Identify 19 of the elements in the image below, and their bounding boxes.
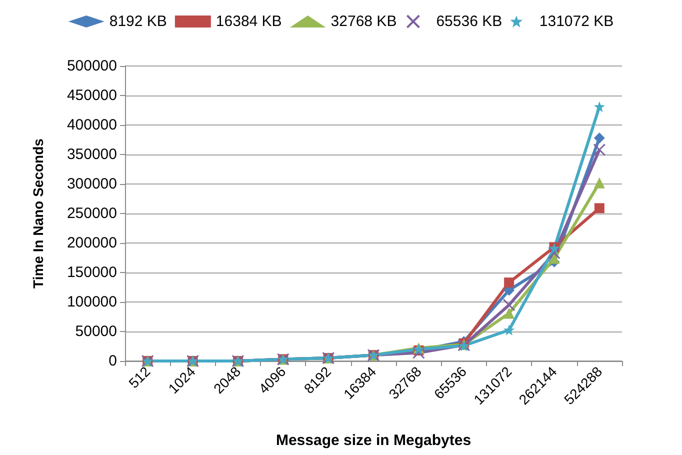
x-axis-title: Message size in Megabytes	[276, 432, 472, 449]
y-tick-label: 300000	[66, 176, 117, 192]
legend-label: 8192 KB	[109, 13, 167, 30]
y-tick-label: 200000	[66, 234, 117, 252]
legend-label: 65536 KB	[436, 13, 502, 30]
y-tick-label: 250000	[66, 205, 117, 222]
legend-label: 32768 KB	[330, 13, 397, 30]
y-tick-label: 400000	[66, 116, 117, 134]
y-tick-label: 150000	[66, 264, 117, 281]
y-tick-label: 500000	[66, 58, 117, 74]
y-tick-label: 450000	[66, 87, 117, 104]
x-tick-label: 512	[125, 363, 154, 392]
y-axis-title: Time In Nano Seconds	[30, 138, 46, 288]
legend-label: 131072 KB	[539, 13, 614, 30]
legend-label: 16384 KB	[216, 13, 282, 30]
y-tick-label: 100000	[66, 294, 117, 310]
y-tick-label: 0	[108, 352, 117, 370]
y-tick-label: 350000	[66, 146, 117, 163]
y-tick-label: 50000	[75, 323, 117, 340]
